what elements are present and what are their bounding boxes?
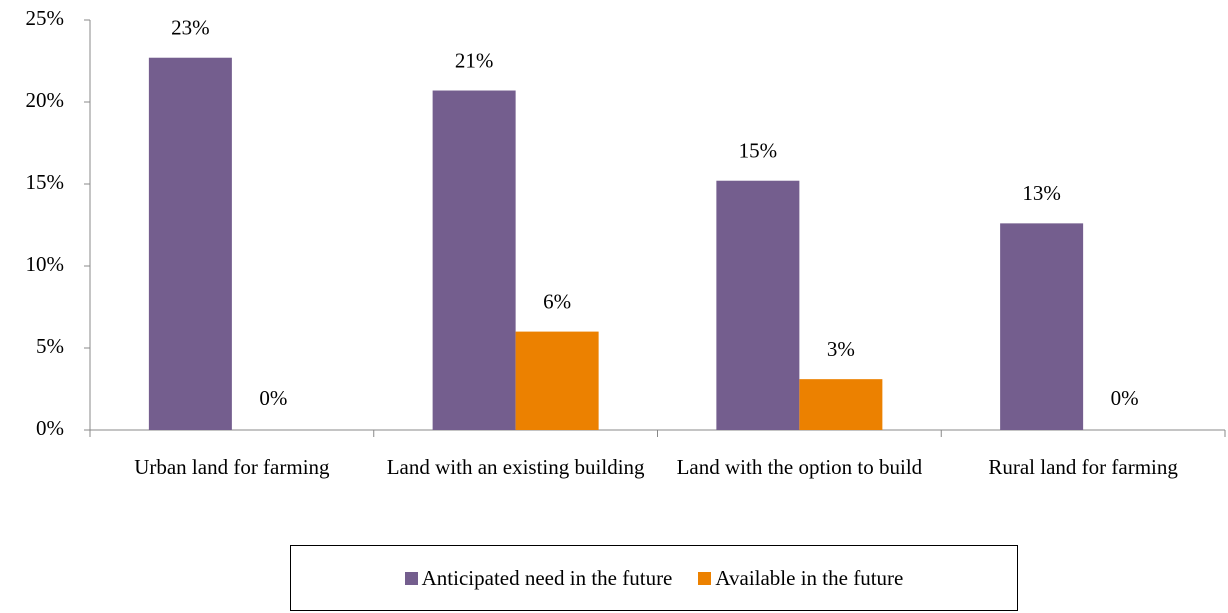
data-label: 6%	[543, 289, 571, 313]
data-label: 3%	[827, 337, 855, 361]
y-tick-label: 15%	[26, 170, 65, 194]
y-tick-label: 5%	[36, 334, 64, 358]
data-label: 0%	[1111, 386, 1139, 410]
legend: Anticipated need in the future Available …	[290, 545, 1018, 611]
data-label: 21%	[455, 48, 494, 72]
bar	[432, 90, 516, 431]
data-label: 23%	[171, 16, 210, 40]
x-tick-label: Urban land for farming	[134, 455, 330, 479]
y-tick-label: 10%	[26, 252, 65, 276]
x-tick-label: Rural land for farming	[988, 455, 1178, 479]
bar	[515, 331, 599, 430]
legend-swatch	[698, 571, 712, 585]
legend-item: Available in the future	[698, 566, 903, 591]
y-tick-label: 25%	[26, 6, 65, 30]
x-tick-label: Land with the option to build	[676, 455, 923, 479]
bar	[716, 180, 800, 430]
data-label: 13%	[1022, 181, 1061, 205]
x-tick-label: Land with an existing building	[386, 455, 645, 479]
legend-swatch	[404, 571, 418, 585]
bar	[799, 379, 883, 430]
legend-label: Anticipated need in the future	[421, 565, 673, 590]
y-tick-label: 20%	[26, 88, 65, 112]
legend-label: Available in the future	[715, 565, 904, 590]
data-label: 0%	[259, 386, 287, 410]
bar	[1000, 223, 1084, 430]
y-tick-label: 0%	[36, 416, 64, 440]
legend-item: Anticipated need in the future	[404, 565, 673, 591]
bar	[148, 57, 232, 430]
data-label: 15%	[739, 139, 778, 163]
